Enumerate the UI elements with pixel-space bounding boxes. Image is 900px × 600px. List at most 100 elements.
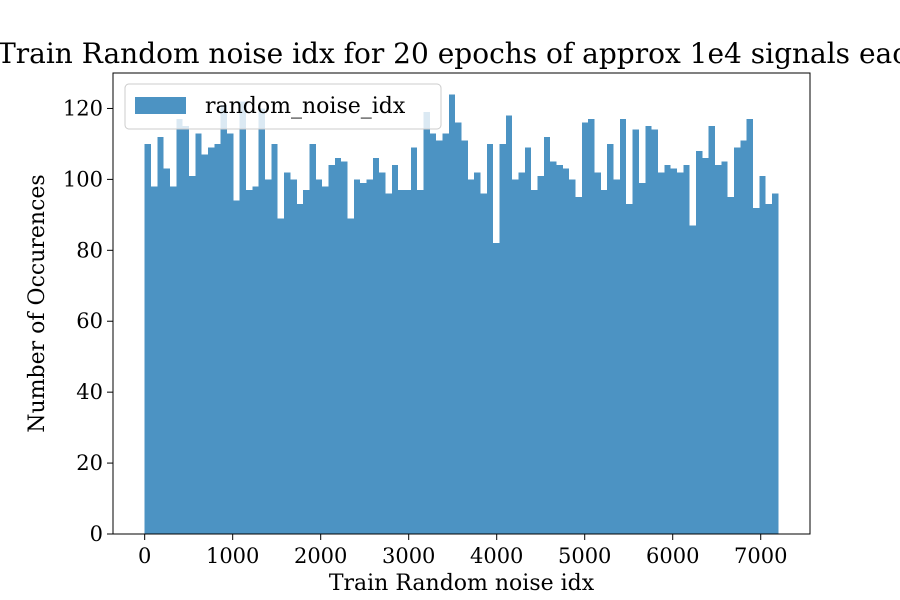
histogram-bar [385, 193, 392, 535]
histogram-bar [524, 147, 532, 534]
histogram-bar [315, 179, 323, 534]
histogram-bar [474, 172, 481, 535]
histogram-bar [771, 193, 779, 535]
histogram-bar [486, 143, 494, 534]
histogram-bar [581, 122, 589, 535]
histogram-bar [657, 172, 665, 535]
histogram-bar [550, 161, 557, 534]
y-axis-ticks: 0 20 40 60 80 100 120 [63, 96, 113, 546]
histogram-bar [182, 126, 190, 534]
histogram-bar [303, 190, 310, 534]
histogram-bar [258, 108, 266, 534]
histogram-bar [651, 129, 658, 534]
histogram-bar [512, 179, 519, 534]
histogram-bar [170, 186, 177, 534]
histogram-bar [613, 179, 620, 534]
histogram-bar [271, 143, 278, 534]
histogram-bar [455, 122, 462, 535]
histogram-bar [702, 158, 709, 534]
histogram-bar [265, 179, 272, 534]
y-tick-label: 100 [63, 167, 103, 191]
legend: random_noise_idx [124, 83, 442, 130]
histogram-bar [740, 140, 747, 534]
histogram-bar [144, 143, 152, 534]
histogram-bar [600, 190, 608, 534]
histogram-bar [366, 179, 373, 534]
x-axis-label: Train Random noise idx [329, 571, 595, 596]
histogram-bar [391, 165, 399, 534]
histogram-bar [683, 165, 690, 534]
histogram-bar [645, 126, 652, 534]
histogram-bar [733, 147, 741, 534]
histogram-bar [638, 182, 646, 534]
histogram-bar [176, 119, 183, 534]
histogram-bar [588, 119, 595, 534]
y-tick-label: 0 [90, 522, 103, 546]
histogram-bar [569, 179, 576, 534]
legend-swatch [135, 97, 186, 114]
histogram-bar [676, 172, 684, 535]
histogram-bar [714, 165, 722, 534]
histogram-bar [695, 151, 703, 534]
histogram-bar [404, 190, 411, 534]
histogram-bar [220, 104, 228, 535]
histogram-bar [309, 143, 316, 534]
histogram-bar [151, 186, 158, 534]
histogram-bar [398, 190, 405, 534]
histogram-bar [328, 165, 335, 534]
histogram-bar [189, 175, 196, 535]
histogram-bar [493, 243, 500, 534]
histogram-bar [670, 168, 677, 534]
x-tick-label: 3000 [382, 544, 435, 568]
histogram-bar [461, 140, 468, 534]
histogram-bar [543, 136, 551, 535]
histogram-bar [626, 204, 633, 534]
histogram-bar [372, 158, 380, 534]
histogram-bar [347, 218, 354, 534]
histogram-bar [619, 119, 627, 534]
y-tick-label: 20 [76, 451, 103, 475]
histogram-bar [708, 126, 715, 534]
histogram-bar [607, 143, 614, 534]
histogram-bar [410, 147, 418, 534]
chart-title: Train Random noise idx for 20 epochs of … [0, 37, 900, 70]
histogram-bar [467, 179, 475, 534]
histogram-bar [277, 218, 285, 534]
histogram-bar [721, 161, 728, 534]
axes-frame [112, 72, 811, 535]
x-tick-label: 1000 [206, 544, 259, 568]
histogram-bar [208, 147, 215, 534]
histogram-bar [664, 165, 671, 534]
histogram-bar [689, 225, 696, 534]
histogram-bar [353, 179, 361, 534]
histogram-bar [214, 143, 221, 534]
histogram-bar [341, 161, 348, 534]
histogram-bar [233, 200, 240, 534]
histogram-bar [195, 133, 202, 535]
x-tick-label: 2000 [294, 544, 347, 568]
histogram-bar [759, 175, 766, 535]
histogram-bar [334, 158, 342, 534]
legend-box [124, 83, 442, 130]
histogram-bar [499, 143, 506, 534]
histogram-bar [252, 186, 259, 534]
histogram-bar [379, 172, 386, 535]
histogram-bar [296, 204, 304, 534]
histogram-bar [448, 94, 456, 535]
histogram-bar [201, 154, 209, 535]
histogram-bar [417, 190, 424, 534]
y-axis-label: Number of Occurences [25, 174, 50, 432]
x-tick-label: 5000 [558, 544, 611, 568]
histogram-bar [157, 136, 164, 535]
histogram-bar [556, 165, 563, 534]
histogram-bar [594, 172, 601, 535]
x-axis-ticks: 0 1000 2000 3000 4000 5000 6000 7000 [138, 534, 787, 568]
histogram-bar [322, 186, 329, 534]
x-tick-label: 7000 [734, 544, 787, 568]
histogram-bar [765, 204, 772, 534]
legend-label: random_noise_idx [205, 94, 406, 119]
histogram-bars [144, 94, 779, 535]
histogram-bar [423, 112, 430, 534]
histogram-bar [284, 172, 291, 535]
